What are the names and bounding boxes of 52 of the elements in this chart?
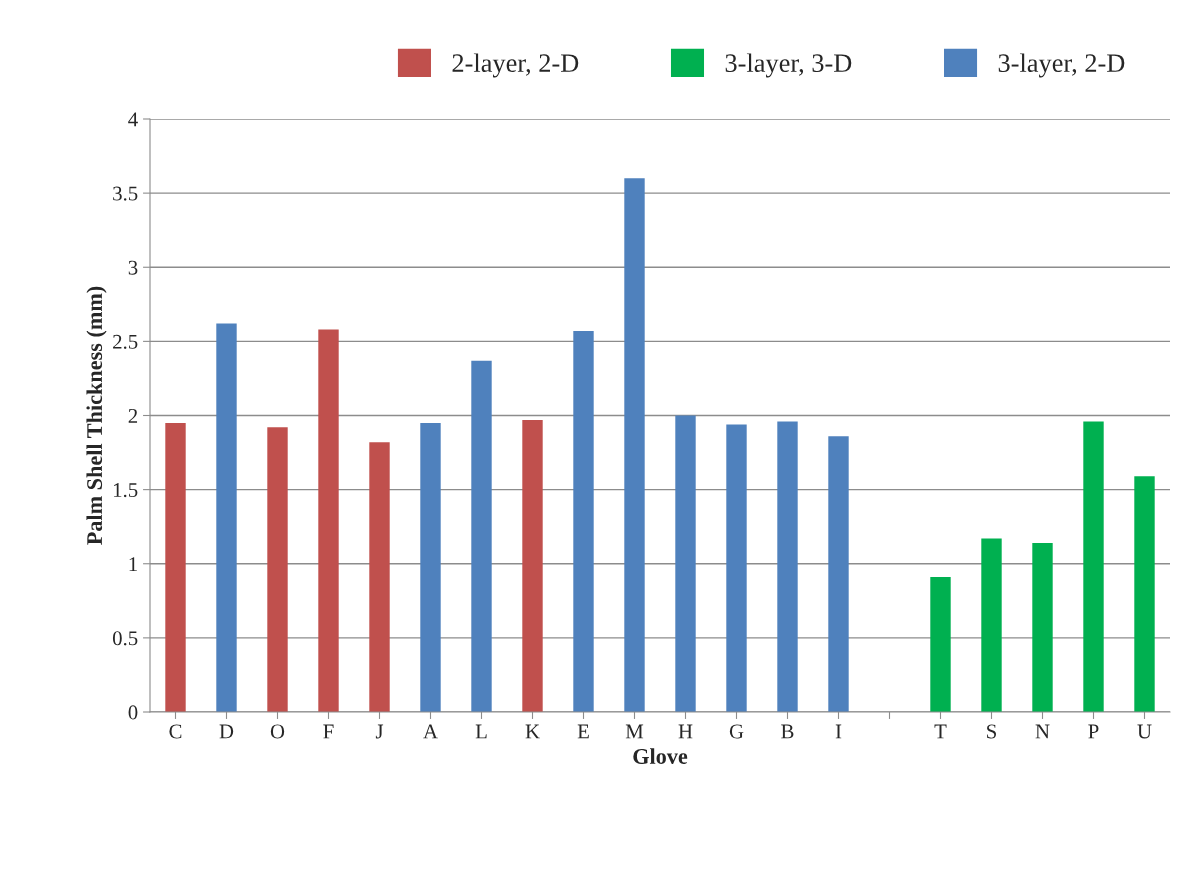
bar — [777, 421, 798, 712]
x-tick-label: A — [423, 724, 438, 739]
x-tick-label: N — [1035, 724, 1050, 739]
bar — [624, 178, 645, 712]
x-tick-label: M — [625, 724, 644, 739]
x-tick-label: U — [1137, 724, 1152, 739]
bar — [726, 424, 747, 712]
legend-label: 3-layer, 2-D — [998, 53, 1125, 78]
bar — [471, 360, 492, 712]
legend-label: 2-layer, 2-D — [452, 53, 579, 78]
x-tick-label: K — [525, 724, 540, 739]
x-tick-label: T — [934, 724, 947, 739]
x-tick-label: D — [219, 724, 234, 739]
y-tick-label: 0 — [128, 705, 138, 720]
bar — [828, 436, 849, 712]
bar — [573, 331, 594, 712]
bar — [165, 422, 186, 712]
y-tick-label: 2.5 — [113, 334, 138, 349]
x-tick-label: P — [1088, 724, 1099, 739]
bar — [981, 538, 1002, 712]
bar — [267, 427, 288, 712]
bar — [1083, 421, 1104, 712]
bar — [318, 329, 339, 712]
y-tick-label: 1.5 — [113, 483, 138, 498]
legend-label: 3-layer, 3-D — [725, 53, 852, 78]
bar — [1032, 542, 1053, 712]
x-tick-label: J — [375, 724, 384, 739]
y-tick-label: 4 — [128, 112, 138, 127]
x-tick-label: H — [678, 724, 693, 739]
bar — [675, 415, 696, 712]
y-tick-label: 3.5 — [113, 186, 138, 201]
bar — [930, 577, 951, 712]
y-tick-label: 2 — [128, 408, 138, 423]
bar — [1134, 476, 1155, 712]
x-tick-label: L — [475, 724, 487, 739]
x-tick-label: G — [729, 724, 744, 739]
y-tick-label: 0.5 — [112, 631, 138, 646]
x-axis-title: Glove — [633, 748, 688, 764]
bar — [420, 422, 441, 712]
bar — [522, 419, 543, 712]
y-axis-title: Palm Shell Thickness (mm) — [86, 286, 107, 545]
x-tick-label: O — [270, 724, 285, 739]
x-tick-label: F — [323, 724, 334, 739]
x-tick-label: C — [169, 724, 182, 739]
y-tick-label: 3 — [128, 260, 138, 275]
y-tick-label: 1 — [129, 557, 137, 571]
bar — [369, 442, 390, 712]
x-tick-label: B — [781, 724, 794, 739]
x-tick-label: S — [987, 724, 996, 739]
x-tick-label: E — [577, 724, 589, 739]
bar — [216, 323, 237, 712]
x-tick-label: I — [835, 724, 842, 739]
